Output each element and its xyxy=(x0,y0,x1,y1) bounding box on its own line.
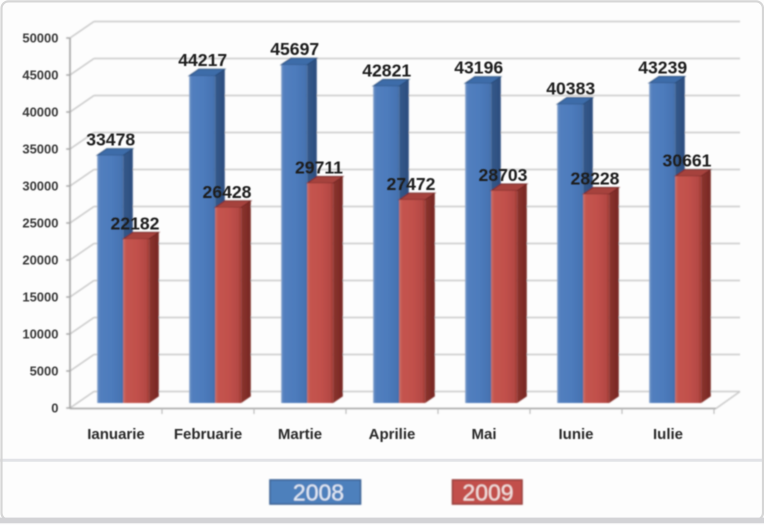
svg-text:33478: 33478 xyxy=(86,130,135,150)
svg-text:29711: 29711 xyxy=(295,158,343,178)
svg-text:20000: 20000 xyxy=(22,253,58,268)
svg-text:2008: 2008 xyxy=(293,480,344,506)
svg-text:43239: 43239 xyxy=(638,57,687,77)
svg-text:5000: 5000 xyxy=(30,364,59,379)
svg-text:Martie: Martie xyxy=(278,426,322,443)
svg-text:15000: 15000 xyxy=(22,290,58,305)
svg-text:10000: 10000 xyxy=(22,327,58,342)
svg-text:0: 0 xyxy=(51,401,58,416)
svg-text:22182: 22182 xyxy=(111,213,160,233)
svg-text:Februarie: Februarie xyxy=(174,426,242,443)
svg-text:28703: 28703 xyxy=(479,165,528,185)
svg-text:Iulie: Iulie xyxy=(653,426,683,443)
svg-text:45697: 45697 xyxy=(270,39,319,59)
svg-text:35000: 35000 xyxy=(22,142,58,157)
svg-text:30000: 30000 xyxy=(22,179,58,194)
svg-text:25000: 25000 xyxy=(22,216,58,231)
svg-text:40000: 40000 xyxy=(22,105,58,120)
svg-text:43196: 43196 xyxy=(454,58,503,78)
svg-text:Mai: Mai xyxy=(471,426,496,443)
svg-text:42821: 42821 xyxy=(362,61,411,81)
svg-text:Iunie: Iunie xyxy=(558,426,593,443)
svg-text:2009: 2009 xyxy=(462,480,513,506)
svg-text:Ianuarie: Ianuarie xyxy=(87,426,145,443)
svg-text:27472: 27472 xyxy=(387,174,436,194)
svg-text:30661: 30661 xyxy=(663,151,712,171)
svg-text:44217: 44217 xyxy=(178,50,227,70)
svg-text:50000: 50000 xyxy=(22,31,58,46)
svg-text:26428: 26428 xyxy=(203,182,252,202)
svg-text:Aprilie: Aprilie xyxy=(369,426,416,443)
svg-text:45000: 45000 xyxy=(22,68,58,83)
svg-text:28228: 28228 xyxy=(571,169,620,189)
svg-text:40383: 40383 xyxy=(546,79,595,99)
